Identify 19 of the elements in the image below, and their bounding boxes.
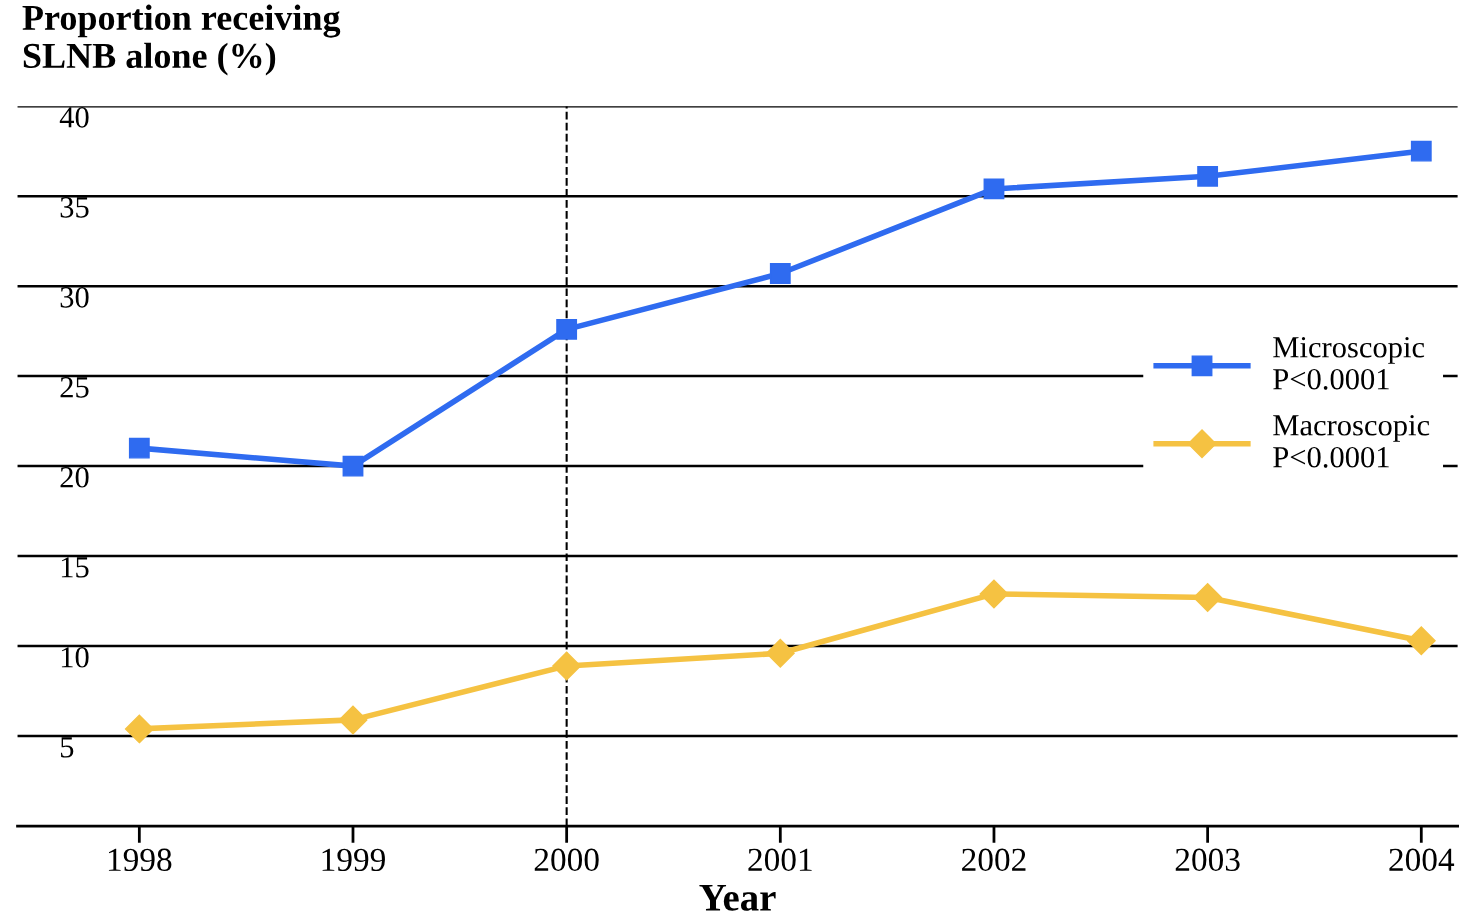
legend-label: Microscopic P<0.0001 <box>1273 337 1425 390</box>
x-tick-label: 2002 <box>962 848 1026 872</box>
x-axis-title: Year <box>699 884 776 911</box>
x-tick-label: 2000 <box>534 848 599 872</box>
x-tick-label: 1998 <box>108 848 172 872</box>
y-tick-label: 10 <box>61 646 89 668</box>
x-tick-label: 1999 <box>322 848 385 872</box>
x-tick-label: 2004 <box>1389 848 1455 872</box>
y-tick-label: 20 <box>60 467 89 488</box>
legend-label: Macroscopic P<0.0001 <box>1273 415 1430 468</box>
x-tick-label: 2001 <box>748 848 812 872</box>
x-tick-label: 2003 <box>1175 848 1240 872</box>
y-tick-label: 25 <box>60 377 89 398</box>
y-tick-label: 35 <box>60 197 89 218</box>
y-tick-label: 5 <box>60 737 74 758</box>
chart-title: Proportion receiving SLNB alone (%) <box>22 4 341 76</box>
y-tick-label: 40 <box>59 107 89 128</box>
y-tick-label: 15 <box>61 557 89 578</box>
y-tick-label: 30 <box>60 287 89 308</box>
